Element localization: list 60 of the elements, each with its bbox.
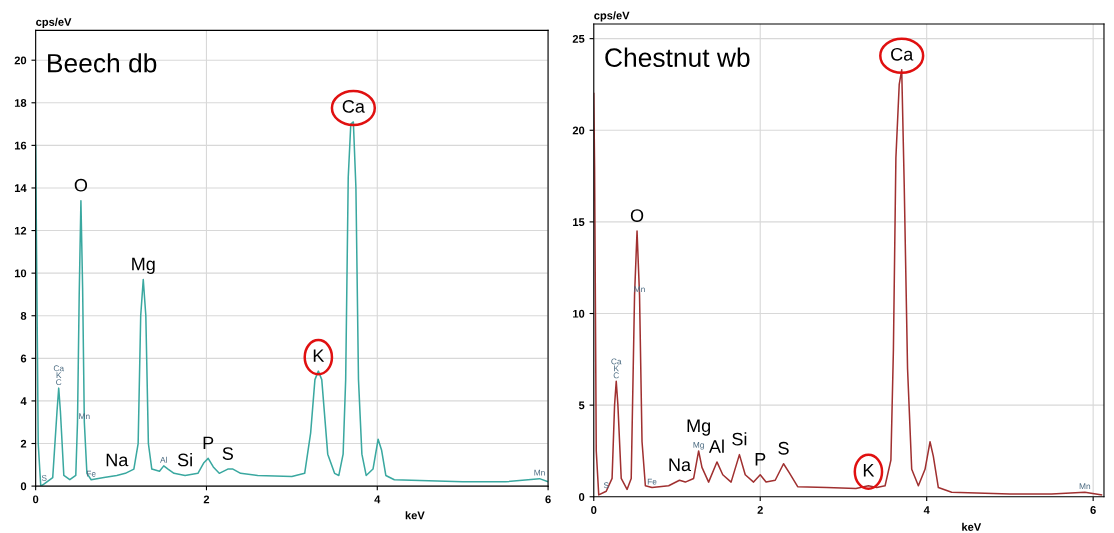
y-tick-label: 2 bbox=[20, 439, 27, 448]
annotation: Ca bbox=[342, 100, 365, 113]
y-axis-title: cps/eV bbox=[36, 17, 72, 29]
annotation: P bbox=[203, 436, 214, 450]
annotation: K bbox=[313, 349, 325, 362]
annotation: C bbox=[56, 379, 62, 386]
y-tick-label: 20 bbox=[14, 56, 27, 65]
annotation: S bbox=[778, 441, 789, 455]
annotation: C bbox=[613, 372, 619, 379]
annotation: Ca bbox=[611, 358, 622, 365]
y-tick-label: 10 bbox=[573, 309, 585, 318]
y-tick-label: 18 bbox=[14, 99, 27, 107]
x-tick-label: 0 bbox=[33, 495, 39, 504]
y-tick-label: 15 bbox=[573, 218, 585, 227]
annotation: Mg bbox=[132, 257, 155, 274]
y-tick-label: 12 bbox=[14, 226, 27, 235]
x-tick-label: 0 bbox=[591, 506, 597, 514]
x-axis-title: keV bbox=[962, 522, 982, 531]
y-tick-label: 20 bbox=[572, 126, 585, 135]
annotation: Na bbox=[669, 458, 692, 472]
x-axis-title: keV bbox=[405, 511, 425, 520]
annotation: Mn bbox=[1079, 483, 1091, 490]
annotation: P bbox=[755, 453, 766, 466]
x-tick-label: 2 bbox=[757, 506, 763, 514]
y-tick-label: 16 bbox=[14, 141, 27, 150]
annotation: K bbox=[863, 464, 875, 477]
annotation: Al bbox=[708, 439, 724, 453]
y-tick-label: 25 bbox=[572, 34, 585, 43]
y-tick-label: 10 bbox=[14, 269, 27, 278]
annotation: Si bbox=[177, 453, 192, 467]
y-tick-label: 6 bbox=[20, 354, 27, 363]
annotation: Fe bbox=[647, 478, 657, 485]
annotation: Mg bbox=[687, 419, 711, 436]
y-tick-label: 0 bbox=[20, 482, 27, 491]
y-tick-label: 14 bbox=[14, 184, 27, 192]
annotation: Ca bbox=[891, 47, 914, 61]
annotation: K bbox=[614, 365, 619, 372]
y-tick-label: 4 bbox=[20, 397, 27, 405]
annotation: Al bbox=[160, 456, 167, 463]
x-tick-label: 6 bbox=[545, 495, 551, 504]
text: Beech db bbox=[48, 53, 157, 73]
annotation: S bbox=[222, 447, 234, 460]
annotation: S bbox=[41, 475, 47, 481]
x-tick-label: 4 bbox=[374, 495, 381, 504]
x-tick-label: 2 bbox=[203, 495, 210, 504]
x-tick-label: 4 bbox=[923, 506, 930, 514]
text: Chestnut wb bbox=[605, 47, 750, 68]
annotation: Si bbox=[732, 432, 747, 446]
annotation: O bbox=[630, 209, 644, 222]
y-tick-label: 8 bbox=[20, 312, 27, 320]
annotation: O bbox=[74, 178, 88, 192]
annotation: K bbox=[56, 372, 62, 379]
annotation: Na bbox=[106, 453, 129, 467]
annotation: S bbox=[603, 482, 609, 489]
annotation: Mg bbox=[693, 442, 704, 450]
x-tick-label: 6 bbox=[1090, 506, 1096, 514]
y-tick-label: 5 bbox=[578, 401, 585, 410]
annotation: Mn bbox=[534, 469, 545, 476]
annotation: Ca bbox=[53, 365, 65, 372]
y-axis-title: cps/eV bbox=[594, 11, 630, 22]
